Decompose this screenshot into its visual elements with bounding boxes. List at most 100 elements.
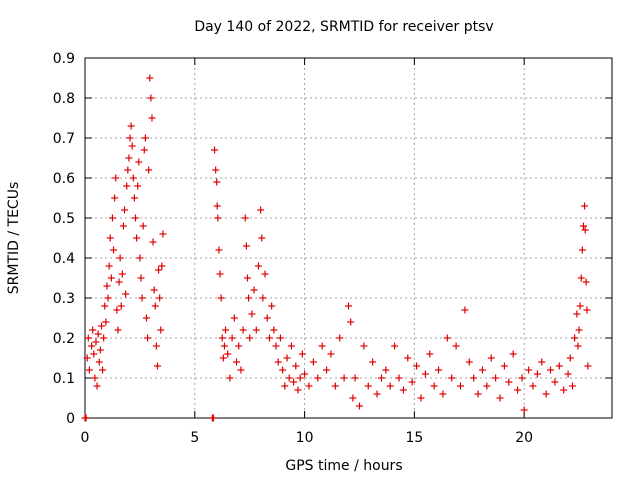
data-point-marker	[331, 382, 339, 390]
data-point-marker	[119, 222, 127, 230]
data-point-marker	[509, 350, 517, 358]
data-point-marker	[90, 350, 98, 358]
data-point-marker	[309, 358, 317, 366]
y-tick-label: 0.9	[53, 51, 75, 67]
data-point-marker	[529, 382, 537, 390]
data-point-marker	[281, 382, 289, 390]
data-marker-layer	[81, 74, 592, 422]
data-point-marker	[93, 382, 101, 390]
y-tick-label: 0.4	[53, 251, 75, 267]
data-point-marker	[245, 294, 253, 302]
data-point-marker	[496, 394, 504, 402]
data-point-marker	[573, 310, 581, 318]
data-point-marker	[355, 402, 363, 410]
data-point-marker	[116, 254, 124, 262]
data-point-marker	[276, 334, 284, 342]
data-point-marker	[248, 310, 256, 318]
y-tick-label: 0.1	[53, 371, 75, 387]
data-point-marker	[483, 382, 491, 390]
data-point-marker	[133, 234, 141, 242]
data-point-marker	[492, 374, 500, 382]
data-point-marker	[294, 386, 302, 394]
data-point-marker	[241, 214, 249, 222]
data-point-marker	[113, 306, 121, 314]
data-point-marker	[126, 134, 134, 142]
data-point-marker	[318, 342, 326, 350]
data-point-marker	[230, 314, 238, 322]
data-point-marker	[542, 390, 550, 398]
data-point-marker	[82, 414, 90, 422]
data-point-marker	[261, 270, 269, 278]
data-point-marker	[533, 370, 541, 378]
data-point-marker	[582, 278, 590, 286]
data-point-marker	[349, 394, 357, 402]
data-point-marker	[135, 158, 143, 166]
y-tick-label: 0.3	[53, 291, 75, 307]
data-point-marker	[265, 334, 273, 342]
data-point-marker	[216, 270, 224, 278]
data-point-marker	[139, 222, 147, 230]
data-point-marker	[147, 94, 155, 102]
data-point-marker	[94, 330, 102, 338]
data-point-marker	[217, 294, 225, 302]
data-point-marker	[159, 230, 167, 238]
y-tick-label-layer: 0 0.1 0.2 0.3 0.4 0.5 0.6 0.7 0.8 0.9	[53, 51, 75, 427]
data-point-marker	[292, 362, 300, 370]
data-point-marker	[212, 166, 220, 174]
data-point-marker	[584, 362, 592, 370]
data-point-marker	[224, 350, 232, 358]
data-point-marker	[298, 350, 306, 358]
data-point-marker	[101, 302, 109, 310]
data-point-marker	[340, 374, 348, 382]
data-point-marker	[514, 386, 522, 394]
data-point-marker	[520, 406, 528, 414]
data-point-marker	[259, 294, 267, 302]
data-point-marker	[336, 334, 344, 342]
data-point-marker	[347, 318, 355, 326]
data-point-marker	[99, 366, 107, 374]
data-point-marker	[134, 182, 142, 190]
data-point-marker	[129, 174, 137, 182]
data-point-marker	[106, 234, 114, 242]
data-point-marker	[222, 326, 230, 334]
data-point-marker	[500, 362, 508, 370]
data-point-marker	[218, 334, 226, 342]
data-point-marker	[122, 290, 130, 298]
data-point-marker	[107, 274, 115, 282]
data-point-marker	[413, 362, 421, 370]
data-point-marker	[258, 234, 266, 242]
data-point-marker	[487, 354, 495, 362]
data-point-marker	[568, 382, 576, 390]
y-tick-label: 0.2	[53, 331, 75, 347]
data-point-marker	[83, 354, 91, 362]
data-point-marker	[103, 282, 111, 290]
data-point-marker	[581, 226, 589, 234]
data-point-marker	[108, 214, 116, 222]
data-point-marker	[250, 286, 258, 294]
data-point-marker	[145, 166, 153, 174]
data-point-marker	[118, 270, 126, 278]
data-point-marker	[137, 274, 145, 282]
x-tick-label: 5	[190, 430, 199, 446]
data-point-marker	[151, 302, 159, 310]
data-point-marker	[95, 358, 103, 366]
data-point-marker	[141, 134, 149, 142]
data-point-marker	[111, 194, 119, 202]
data-point-marker	[158, 262, 166, 270]
data-point-marker	[235, 342, 243, 350]
data-point-marker	[461, 306, 469, 314]
data-point-marker	[555, 362, 563, 370]
data-point-marker	[242, 242, 250, 250]
data-point-marker	[518, 374, 526, 382]
data-point-marker	[274, 358, 282, 366]
data-point-marker	[140, 146, 148, 154]
data-point-marker	[505, 378, 513, 386]
data-point-marker	[470, 374, 478, 382]
data-point-marker	[209, 414, 217, 422]
data-point-marker	[360, 342, 368, 350]
data-point-marker	[115, 278, 123, 286]
x-tick-label: 10	[296, 430, 314, 446]
data-point-marker	[566, 354, 574, 362]
data-point-marker	[576, 302, 584, 310]
